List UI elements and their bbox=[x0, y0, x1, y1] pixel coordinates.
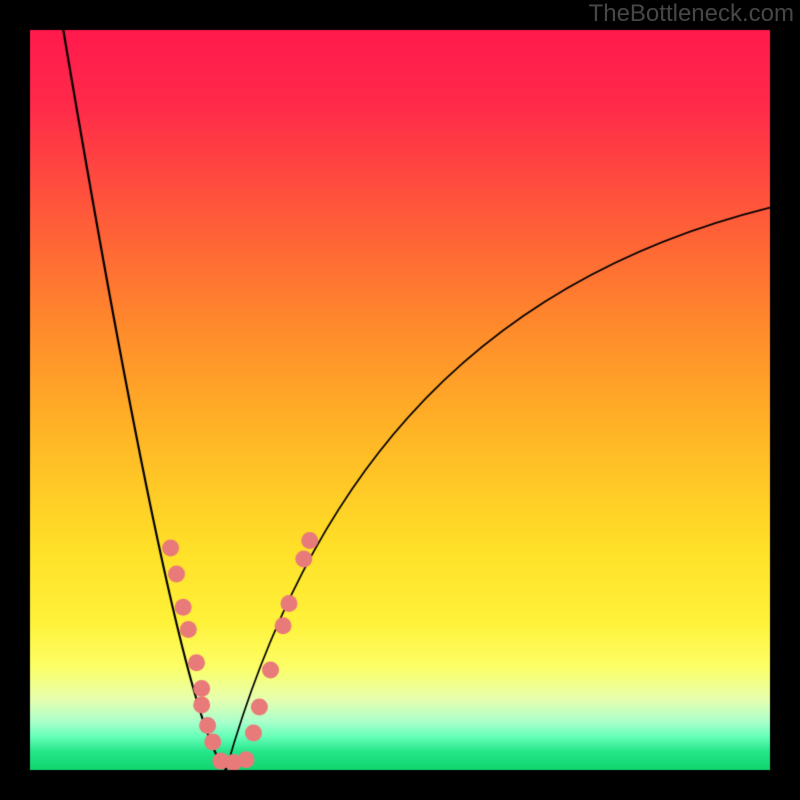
bottleneck-chart-canvas bbox=[0, 0, 800, 800]
chart-stage: TheBottleneck.com bbox=[0, 0, 800, 800]
watermark-text: TheBottleneck.com bbox=[589, 0, 794, 28]
